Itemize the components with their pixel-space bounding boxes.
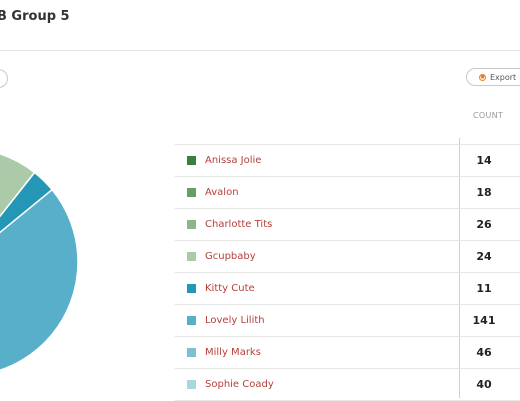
legend-swatch xyxy=(187,220,196,229)
header-bar: B Group 5 xyxy=(0,0,520,51)
column-divider xyxy=(459,138,460,398)
table-row[interactable]: Gcupbaby 24 xyxy=(175,241,520,273)
export-icon: ● xyxy=(479,73,486,81)
row-count: 26 xyxy=(476,218,492,231)
row-count: 40 xyxy=(476,378,492,391)
table-row[interactable]: Lovely Lilith 141 xyxy=(175,305,520,337)
row-name-link[interactable]: Anissa Jolie xyxy=(205,155,262,166)
legend-swatch xyxy=(187,316,196,325)
row-name-link[interactable]: Avalon xyxy=(205,187,239,198)
table-row[interactable]: Avalon 18 xyxy=(175,177,520,209)
export-button[interactable]: ● Export xyxy=(466,68,520,86)
table-row[interactable]: Charlotte Tits 26 xyxy=(175,209,520,241)
row-name-link[interactable]: Sophie Coady xyxy=(205,379,274,390)
export-label: Export xyxy=(490,72,517,82)
row-count: 18 xyxy=(476,186,492,199)
pie-chart xyxy=(0,0,175,400)
row-name-link[interactable]: Lovely Lilith xyxy=(205,315,265,326)
row-count: 141 xyxy=(472,314,496,327)
table-row[interactable]: Kitty Cute 11 xyxy=(175,273,520,305)
table-row[interactable]: Milly Marks 46 xyxy=(175,337,520,369)
legend-swatch xyxy=(187,252,196,261)
row-name-link[interactable]: Milly Marks xyxy=(205,347,261,358)
pie-chart-svg xyxy=(0,153,79,376)
count-column-header: COUNT xyxy=(473,111,504,120)
table-row[interactable]: Anissa Jolie 14 xyxy=(175,144,520,177)
row-count: 14 xyxy=(476,154,492,167)
row-count: 46 xyxy=(476,346,492,359)
legend-swatch xyxy=(187,380,196,389)
row-name-link[interactable]: Charlotte Tits xyxy=(205,219,273,230)
row-count: 24 xyxy=(476,250,492,263)
legend-swatch xyxy=(187,188,196,197)
table-row[interactable]: Sophie Coady 40 xyxy=(175,369,520,401)
pie-slice[interactable] xyxy=(0,188,79,376)
page-title: B Group 5 xyxy=(0,9,70,24)
legend-swatch xyxy=(187,284,196,293)
row-count: 11 xyxy=(476,282,492,295)
row-name-link[interactable]: Kitty Cute xyxy=(205,283,255,294)
table-rows: Anissa Jolie 14 Avalon 18 Charlotte Tits 26 Gc… xyxy=(175,144,520,401)
legend-swatch xyxy=(187,348,196,357)
row-name-link[interactable]: Gcupbaby xyxy=(205,251,256,262)
legend-swatch xyxy=(187,156,196,165)
